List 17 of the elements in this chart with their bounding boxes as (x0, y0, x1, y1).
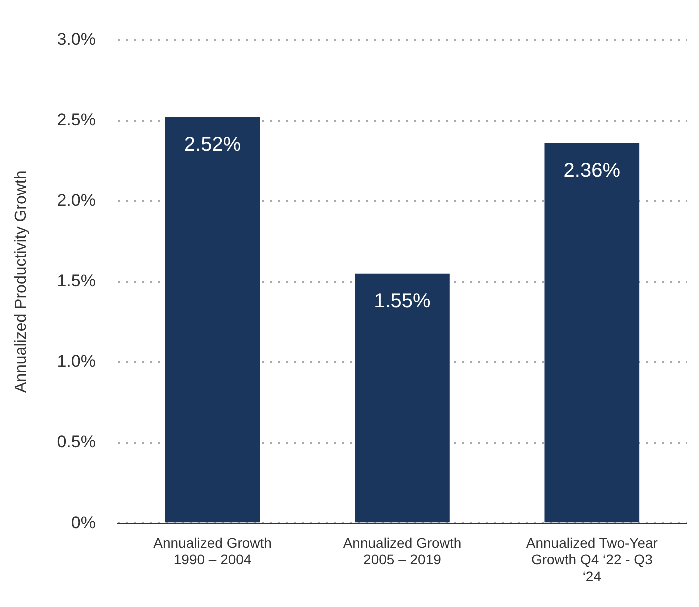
y-axis-title: Annualized Productivity Growth (13, 170, 30, 394)
y-tick-label: 3.0% (57, 30, 96, 49)
bar (544, 143, 640, 523)
y-tick-label: 2.0% (57, 191, 96, 210)
data-label: 1.55% (374, 290, 432, 312)
data-label: 2.36% (564, 160, 621, 182)
y-tick-label: 1.0% (57, 352, 96, 372)
y-tick-label: 1.5% (57, 272, 96, 291)
y-tick-label: 0.5% (57, 432, 96, 452)
data-label: 2.52% (184, 134, 242, 156)
bar (355, 274, 450, 523)
y-tick-label: 2.5% (57, 110, 96, 130)
x-tick-label: Annualized Two-Year Growth Q4 ‘22 - Q3 ‘24 (526, 534, 658, 584)
x-tick-label: Annualized Growth 2005 – 2019 (343, 534, 462, 568)
x-tick-label: Annualized Growth 1990 – 2004 (154, 534, 272, 568)
y-tick-label: 0% (71, 513, 96, 532)
bar (165, 118, 260, 523)
